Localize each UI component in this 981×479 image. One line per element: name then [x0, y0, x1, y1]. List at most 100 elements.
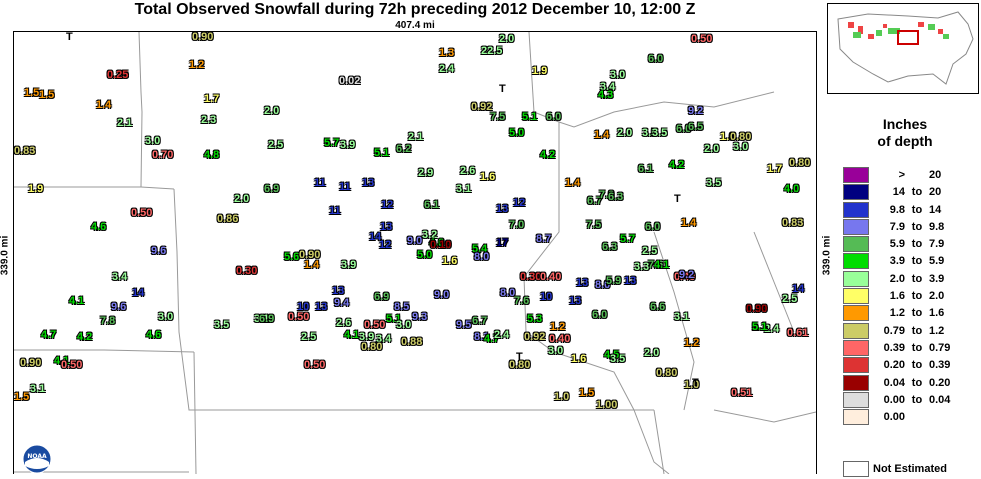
legend-row: 0.20 to 0.39 — [843, 357, 981, 374]
snowfall-observation: 3.5 — [214, 319, 230, 331]
snowfall-observation: 8.0 — [500, 287, 516, 299]
snowfall-observation: 7.5 — [490, 111, 506, 123]
snowfall-observation: 5.4 — [472, 243, 488, 255]
legend-swatch — [843, 253, 869, 270]
snowfall-observation: 2.0 — [499, 33, 515, 45]
snowfall-observation: 1.4 — [304, 259, 320, 271]
snowfall-observation: 14 — [132, 287, 145, 299]
legend-label: 14 to 20 — [873, 186, 961, 198]
legend-title: Inches of depth — [840, 116, 970, 150]
legend-label: 0.00 — [873, 411, 961, 423]
legend-label-part: 9.8 — [929, 220, 945, 233]
snowfall-observation: 6.9 — [374, 291, 390, 303]
snowfall-observation: 0.92 — [524, 331, 546, 343]
snowfall-observation: 11 — [314, 177, 326, 189]
snowfall-observation: 9.5 — [456, 319, 472, 331]
snowfall-observation: 4.8 — [204, 149, 220, 161]
snowfall-observation: 4.7 — [41, 329, 57, 341]
snowfall-observation: 0.86 — [217, 213, 239, 225]
border-mi-in — [653, 409, 665, 474]
legend-label-part: 2.0 — [889, 272, 905, 285]
snowfall-observation: 6.6 — [650, 301, 666, 313]
legend-row: 0.00 — [843, 409, 981, 426]
border-wi-mi — [558, 91, 775, 128]
legend-swatch — [843, 167, 869, 183]
snowfall-observation: 1.4 — [594, 129, 610, 141]
legend-label-part: 1.2 — [889, 307, 905, 320]
snowfall-observation: 2.1 — [408, 131, 424, 143]
snowfall-observation: 3.5 — [642, 127, 658, 139]
snowfall-observation: T — [516, 351, 523, 363]
legend-row: 7.9 to 9.8 — [843, 218, 981, 236]
noaa-logo-icon[interactable]: NOAA — [22, 444, 52, 474]
legend-swatch — [843, 270, 869, 287]
snowfall-observation: 5.0 — [417, 249, 433, 261]
legend-label-not-estimated: Not Estimated — [873, 463, 947, 475]
snowfall-observation: 9.4 — [334, 297, 350, 309]
snowfall-observation: 0.50 — [364, 319, 386, 331]
snowfall-observation: 1.4 — [681, 217, 697, 229]
legend-label-part: 14 — [892, 186, 905, 199]
snowfall-observation: 1.5 — [579, 387, 595, 399]
snowfall-map[interactable]: T 0.90 2.0 0.50 1.5 0.25 1.2 1.3 2.4 22.5 1.9 0.02 T… — [13, 31, 817, 474]
legend-label-part: 5.9 — [889, 238, 905, 251]
legend-label-part: 2.0 — [929, 290, 945, 303]
legend-swatch — [843, 184, 869, 201]
snowfall-observation: 1.5 — [14, 391, 30, 403]
snowfall-observation: 8.0 — [595, 279, 611, 291]
snowfall-observation: T — [66, 31, 73, 43]
snowfall-observation: 1.3 — [439, 47, 455, 59]
legend-label: 5.9 to 7.9 — [873, 238, 961, 250]
legend-row: 1.6 to 2.0 — [843, 288, 981, 305]
snowfall-observation: 2.1 — [117, 117, 133, 129]
legend-row: >20 — [843, 167, 981, 184]
snowfall-observation: 4.5 — [604, 349, 620, 361]
snowfall-observation: 1.4 — [565, 177, 581, 189]
legend-label-part: 0.04 — [929, 393, 951, 406]
horizontal-scale-label: 407.4 mi — [395, 20, 435, 31]
snowfall-observation: 4.6 — [91, 221, 107, 233]
snowfall-observation: 2.3 — [201, 114, 217, 126]
border-sd-ne — [14, 349, 195, 353]
legend-row: 9.8 to 14 — [843, 201, 981, 219]
snowfall-observation: 0.88 — [401, 336, 423, 348]
snowfall-observation: 2.5 — [268, 139, 284, 151]
legend-swatch — [843, 374, 869, 391]
legend-swatch — [843, 357, 869, 374]
snowfall-observation: 0.90 — [20, 357, 42, 369]
snowfall-observation: 0.80 — [656, 367, 678, 379]
legend-label: 0.39 to 0.79 — [873, 342, 961, 354]
snowfall-observation: 2.0 — [264, 105, 280, 117]
snowfall-observation: 13 — [362, 177, 375, 189]
snowfall-observation: 13 — [624, 275, 637, 287]
snowfall-observation: 2.5 — [642, 245, 658, 257]
legend-title-line1: Inches — [882, 116, 928, 132]
legend-swatch — [843, 236, 869, 253]
snowfall-observation: 3.1 — [674, 311, 690, 323]
legend-row: 1.2 to 1.6 — [843, 305, 981, 322]
snowfall-observation: 13 — [496, 203, 509, 215]
snowfall-observation: 5.7 — [324, 137, 340, 149]
legend-label-part: 7.9 — [929, 238, 945, 251]
snowfall-observation: 6.3 — [608, 191, 624, 203]
snowfall-observation: 1.2 — [189, 59, 205, 71]
snowfall-observation: 0.51 — [731, 387, 753, 399]
border-nd-mn — [173, 188, 484, 411]
snowfall-observation: 0.40 — [674, 271, 696, 283]
snowfall-observation: 0.80 — [789, 157, 811, 169]
snowfall-observation: 3.4 — [600, 81, 616, 93]
snowfall-observation: 6.0 — [592, 309, 608, 321]
legend-label-part: to — [911, 393, 923, 406]
snowfall-observation: 9.2 — [679, 269, 695, 281]
snowfall-observation: 2.0 — [644, 347, 660, 359]
locator-inset-map[interactable] — [827, 3, 979, 94]
snowfall-observation: 0.50 — [131, 207, 153, 219]
snowfall-observation: 3.2 — [422, 229, 438, 241]
legend-label-part: to — [911, 272, 923, 285]
legend-label: 1.6 to 2.0 — [873, 290, 961, 302]
snowfall-observation: T — [692, 377, 699, 389]
snowfall-observation: 3.4 — [112, 271, 128, 283]
legend-label-part: 14 — [929, 203, 942, 216]
snowfall-observation: 0.80 — [730, 131, 752, 143]
snowfall-observation: 6.5 — [688, 121, 704, 133]
